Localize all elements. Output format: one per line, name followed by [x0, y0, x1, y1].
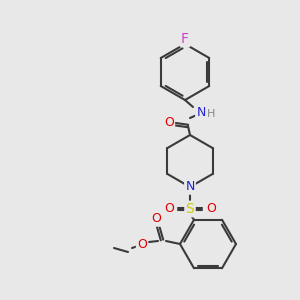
Text: F: F [181, 32, 189, 46]
Text: S: S [186, 202, 194, 216]
Text: O: O [164, 202, 174, 215]
Text: O: O [137, 238, 147, 250]
Text: O: O [164, 116, 174, 130]
Text: O: O [151, 212, 161, 226]
Text: N: N [185, 181, 195, 194]
Text: H: H [207, 109, 215, 119]
Text: N: N [196, 106, 206, 118]
Text: O: O [206, 202, 216, 215]
